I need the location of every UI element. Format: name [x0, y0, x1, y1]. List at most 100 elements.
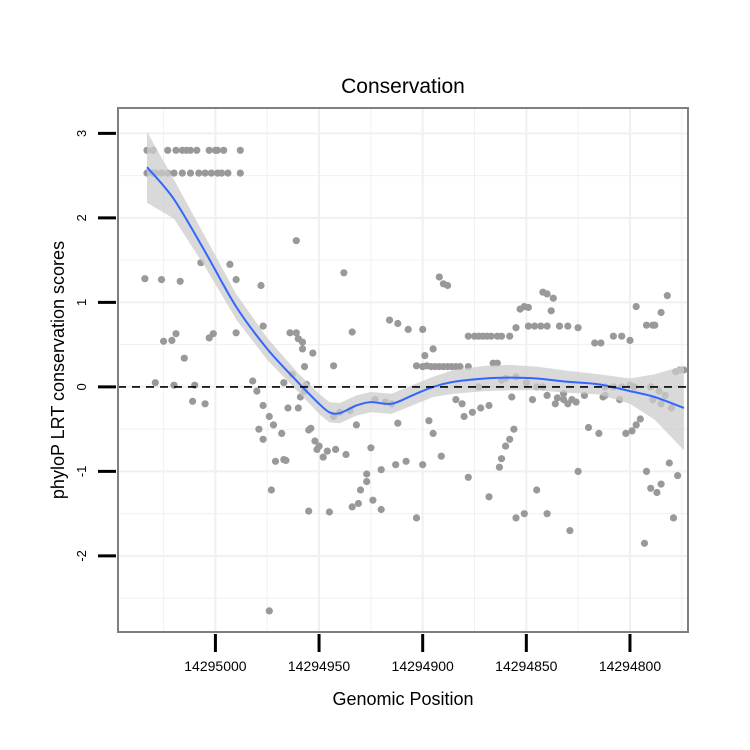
data-point [412, 514, 421, 522]
data-point [325, 508, 333, 516]
data-point [151, 379, 159, 387]
chart-title: Conservation [341, 75, 465, 98]
y-tick-label: -2 [74, 550, 89, 562]
data-point [193, 146, 201, 154]
data-point [549, 294, 557, 302]
data-point [464, 473, 472, 481]
data-point [330, 362, 338, 370]
data-point [298, 338, 307, 346]
data-point [531, 322, 539, 330]
data-point [298, 345, 307, 353]
data-point [354, 499, 362, 508]
data-point [168, 336, 176, 344]
data-point [271, 457, 280, 465]
data-point [309, 349, 317, 357]
data-point [564, 322, 572, 330]
data-point [319, 453, 327, 461]
x-tick-label: 14295000 [184, 658, 247, 674]
data-point [207, 169, 215, 177]
data-point [259, 401, 267, 410]
data-point [311, 437, 319, 445]
y-tick-label: 1 [74, 299, 89, 306]
data-point [224, 169, 232, 177]
data-point [249, 377, 257, 385]
data-point [609, 332, 618, 340]
data-point [468, 408, 476, 416]
data-point [412, 362, 421, 370]
data-point [566, 527, 574, 535]
data-point [506, 435, 514, 443]
data-point [528, 396, 537, 404]
data-point [543, 391, 551, 399]
data-point [201, 400, 209, 408]
data-point [342, 450, 350, 459]
data-point [178, 169, 186, 177]
data-point [186, 146, 195, 154]
data-point [232, 329, 240, 337]
data-point [315, 442, 323, 450]
data-point [213, 146, 222, 154]
data-point [487, 332, 495, 340]
data-point [255, 425, 263, 433]
data-point [543, 290, 551, 298]
data-point [201, 169, 209, 177]
data-point [332, 445, 340, 453]
data-point [555, 322, 564, 330]
data-point [226, 260, 234, 268]
x-tick-label: 14294900 [392, 658, 455, 674]
data-point [574, 324, 582, 332]
data-point [160, 337, 168, 345]
data-point [352, 421, 360, 429]
data-point [632, 421, 640, 429]
data-point [377, 505, 385, 514]
data-point [669, 514, 678, 522]
data-point [305, 507, 313, 515]
data-point [195, 169, 203, 177]
x-tick-label: 14294950 [288, 658, 351, 674]
data-point [186, 169, 195, 177]
data-point [543, 322, 551, 330]
data-point [508, 393, 516, 401]
data-point [547, 307, 555, 315]
data-point [560, 396, 568, 404]
data-point [657, 308, 665, 317]
x-tick-label: 14294800 [599, 658, 662, 674]
data-point [278, 429, 286, 437]
data-point [205, 146, 213, 154]
data-point [674, 472, 682, 480]
data-point [176, 277, 184, 285]
data-point [591, 339, 599, 347]
data-point [257, 281, 265, 290]
data-point [300, 363, 309, 371]
data-point [574, 467, 582, 475]
data-point [269, 421, 278, 429]
data-point [497, 332, 506, 340]
y-tick-label: -1 [74, 466, 89, 478]
data-point [419, 325, 427, 333]
data-point [189, 397, 197, 405]
data-point [429, 345, 437, 353]
data-point [292, 329, 300, 337]
data-point [497, 455, 506, 463]
data-point [236, 169, 244, 177]
x-axis: 14295000 14294950 14294900 14294850 14294800 [184, 634, 661, 674]
data-point [421, 352, 429, 360]
data-point [485, 493, 493, 501]
data-point [452, 396, 460, 404]
data-point [172, 330, 180, 338]
data-point [437, 452, 445, 460]
data-point [642, 321, 651, 329]
data-point [394, 319, 402, 328]
data-point [493, 359, 501, 367]
data-point [419, 461, 427, 469]
data-point [510, 425, 518, 433]
data-point [460, 412, 468, 421]
data-point [164, 146, 172, 154]
data-point [141, 275, 149, 283]
data-point [425, 417, 433, 425]
data-point [180, 354, 188, 362]
data-point [647, 484, 655, 492]
data-point [572, 398, 580, 406]
data-point [367, 444, 375, 452]
data-point [543, 510, 551, 518]
